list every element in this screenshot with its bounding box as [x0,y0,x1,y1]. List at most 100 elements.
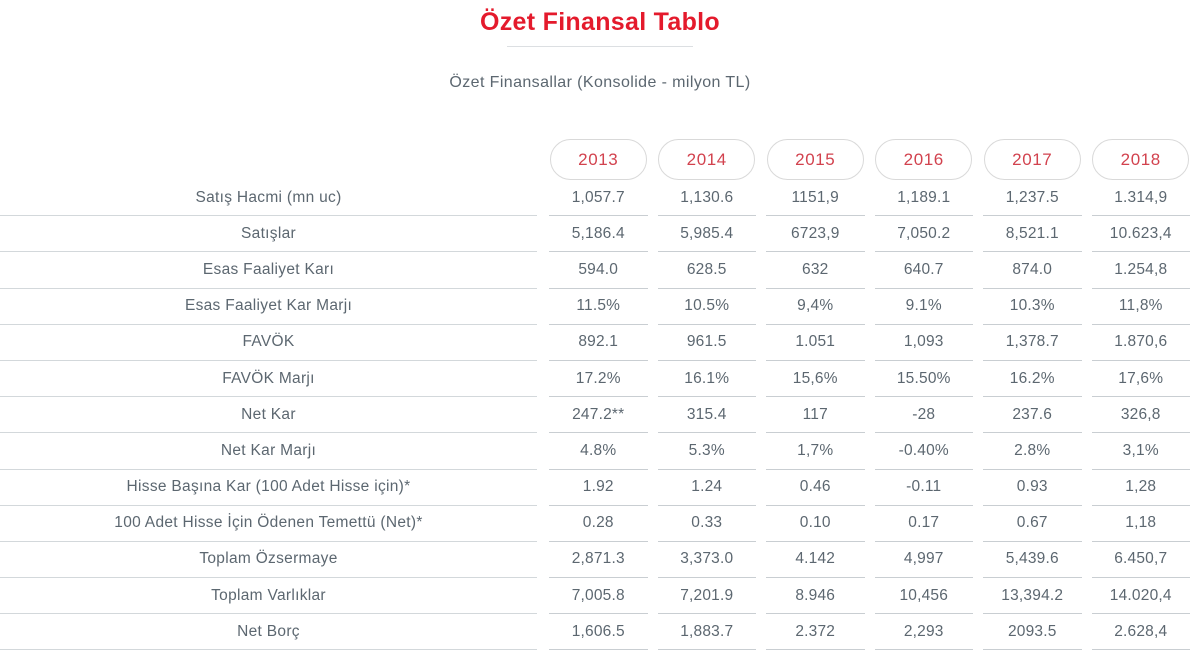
row-label: Satış Hacmi (mn uc) [0,180,537,217]
value-cell: 0.93 [983,470,1082,506]
value-cell: 10,456 [874,578,973,615]
value-cell: 3,1% [1091,433,1190,470]
value-cell: 13,394.2 [983,578,1082,615]
value-cell: 1,378.7 [983,325,1082,361]
value-cell: 1,237.5 [983,180,1082,217]
value-cell: -28 [874,397,973,434]
value-cell: 117 [766,397,865,434]
value-cell: 632 [766,252,865,289]
value-cell: 3,373.0 [657,542,756,579]
value-cell: 17.2% [549,361,648,398]
table-row: Satış Hacmi (mn uc) 1,057.7 1,130.6 1151,9 1… [0,180,1200,217]
value-cell: 11.5% [549,289,648,325]
value-cell: 1,093 [874,325,973,361]
value-cell: 6.450,7 [1091,542,1190,579]
value-cell: 0.10 [766,506,865,542]
value-cell: 892.1 [549,325,648,361]
year-header-cell: 2016 [875,139,974,180]
year-pill: 2015 [766,139,864,180]
year-header-row: 2013 2014 2015 2016 2017 2018 [0,139,1200,180]
row-label: Satışlar [0,216,537,253]
value-cell: 874.0 [983,252,1082,289]
table-row: Net Kar 247.2** 315.4 117 -28 237.6 326,8 [0,397,1200,434]
value-cell: 247.2** [549,397,648,434]
year-header-cell: 2018 [1092,139,1191,180]
row-label: Net Kar Marjı [0,433,537,470]
row-label: FAVÖK Marjı [0,361,537,398]
value-cell: 0.33 [657,506,756,542]
value-cell: 5.3% [657,433,756,470]
year-header-cell: 2015 [766,139,865,180]
table-row: Net Borç 1,606.5 1,883.7 2.372 2,293 2093.5 2.… [0,614,1200,651]
label-column-spacer [0,139,549,180]
value-cell: 1151,9 [766,180,865,217]
value-cell: 5,985.4 [657,216,756,253]
value-cell: 1.051 [766,325,865,361]
value-cell: 594.0 [549,252,648,289]
value-cell: 15,6% [766,361,865,398]
year-pill: 2014 [658,139,756,180]
value-cell: 9.1% [874,289,973,325]
value-cell: 315.4 [657,397,756,434]
value-cell: 1.254,8 [1091,252,1190,289]
value-cell: 1,130.6 [657,180,756,217]
value-cell: 2.372 [766,614,865,651]
value-cell: 5,439.6 [983,542,1082,579]
title-divider [507,46,693,47]
value-cell: 4.142 [766,542,865,579]
value-cell: 10.623,4 [1091,216,1190,253]
value-cell: 8,521.1 [983,216,1082,253]
value-cell: 7,201.9 [657,578,756,615]
value-cell: 16.2% [983,361,1082,398]
value-cell: 14.020,4 [1091,578,1190,615]
value-cell: 1,18 [1091,506,1190,542]
value-cell: 17,6% [1091,361,1190,398]
value-cell: 961.5 [657,325,756,361]
value-cell: 1,606.5 [549,614,648,651]
table-row: 100 Adet Hisse İçin Ödenen Temettü (Net)… [0,506,1200,542]
value-cell: -0.40% [874,433,973,470]
year-pill: 2018 [1092,139,1190,180]
row-label: Esas Faaliyet Kar Marjı [0,289,537,325]
row-label: Net Borç [0,614,537,651]
row-label: 100 Adet Hisse İçin Ödenen Temettü (Net)… [0,506,537,542]
table-row: Hisse Başına Kar (100 Adet Hisse için)* 1… [0,470,1200,506]
value-cell: 2093.5 [983,614,1082,651]
value-cell: 1.314,9 [1091,180,1190,217]
row-label: Toplam Özsermaye [0,542,537,579]
value-cell: 628.5 [657,252,756,289]
value-cell: 7,050.2 [874,216,973,253]
value-cell: 326,8 [1091,397,1190,434]
financial-table-body: Satış Hacmi (mn uc) 1,057.7 1,130.6 1151,9 1… [0,180,1200,651]
value-cell: 6723,9 [766,216,865,253]
value-cell: 4,997 [874,542,973,579]
row-label: FAVÖK [0,325,537,361]
value-cell: 0.28 [549,506,648,542]
year-pill: 2016 [875,139,973,180]
value-cell: 2.8% [983,433,1082,470]
value-cell: 7,005.8 [549,578,648,615]
row-label: Hisse Başına Kar (100 Adet Hisse için)* [0,470,537,506]
value-cell: 4.8% [549,433,648,470]
value-cell: 1.870,6 [1091,325,1190,361]
table-row: Esas Faaliyet Kar Marjı 11.5% 10.5% 9,4% 9.1… [0,289,1200,325]
year-header-cell: 2017 [983,139,1082,180]
table-row: Toplam Varlıklar 7,005.8 7,201.9 8.946 10,45… [0,578,1200,615]
value-cell: 16.1% [657,361,756,398]
value-cell: 2.628,4 [1091,614,1190,651]
year-header-cell: 2014 [658,139,757,180]
table-row: Toplam Özsermaye 2,871.3 3,373.0 4.142 4,997… [0,542,1200,579]
value-cell: 5,186.4 [549,216,648,253]
value-cell: 9,4% [766,289,865,325]
value-cell: 2,871.3 [549,542,648,579]
value-cell: 0.67 [983,506,1082,542]
value-cell: 10.5% [657,289,756,325]
year-pill: 2013 [549,139,647,180]
table-row: FAVÖK 892.1 961.5 1.051 1,093 1,378.7 1.870,6 [0,325,1200,361]
value-cell: 1,7% [766,433,865,470]
table-row: Net Kar Marjı 4.8% 5.3% 1,7% -0.40% 2.8% 3,1% [0,433,1200,470]
year-pill: 2017 [983,139,1081,180]
value-cell: 1,189.1 [874,180,973,217]
value-cell: 1.24 [657,470,756,506]
